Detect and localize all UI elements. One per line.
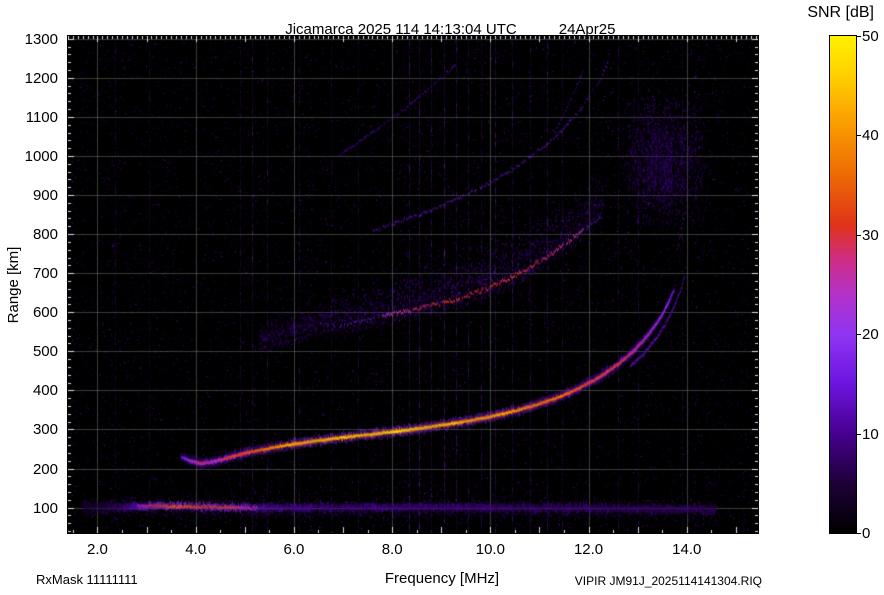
x-tick-label: 4.0	[185, 541, 207, 558]
colorbar-title: SNR [dB]	[807, 4, 874, 21]
colorbar-tick-mark	[857, 36, 861, 37]
y-tick-label: 1100	[25, 108, 58, 126]
x-tick-label: 12.0	[573, 541, 604, 558]
y-tick-label: 700	[32, 265, 58, 283]
y-tick-label: 500	[32, 343, 58, 361]
x-tick-label: 14.0	[672, 541, 702, 558]
plot-date: 24Apr25	[558, 21, 616, 38]
plot-title: Jicamarca 2025 114 14:13:04 UTC	[285, 21, 517, 38]
file-name-label: VIPIR JM91J_2025114141304.RIQ	[574, 574, 762, 588]
colorbar-tick-mark	[857, 235, 861, 236]
x-tick-label: 8.0	[381, 541, 403, 558]
x-axis-label: Frequency [MHz]	[384, 570, 500, 587]
y-tick-label: 300	[32, 421, 58, 439]
y-tick-label: 1200	[24, 69, 58, 87]
colorbar-tick-mark	[857, 533, 861, 534]
y-tick-label: 1300	[24, 30, 58, 48]
y-tick-label: 200	[32, 460, 58, 478]
y-tick-label: 400	[32, 382, 58, 400]
colorbar-tick-mark	[857, 135, 861, 136]
colorbar-tick-label: 10	[862, 425, 879, 443]
colorbar-tick-mark	[857, 334, 861, 335]
x-tick-label: 2.0	[87, 541, 108, 558]
y-tick-label: 600	[32, 304, 58, 322]
colorbar-tick-mark	[857, 434, 861, 435]
ionogram-canvas	[68, 36, 758, 533]
y-tick-label: 1000	[24, 147, 58, 165]
colorbar-tick-label: 40	[862, 127, 879, 145]
y-tick-label: 100	[32, 499, 58, 517]
colorbar-tick-label: 20	[862, 326, 879, 344]
colorbar-tick-label: 0	[862, 525, 871, 542]
y-tick-label: 900	[32, 187, 58, 205]
colorbar-tick-label: 30	[862, 226, 879, 244]
plot-area	[67, 35, 759, 534]
x-tick-label: 6.0	[283, 541, 305, 558]
colorbar-tick-label: 50	[862, 28, 879, 45]
title-row: Jicamarca 2025 114 14:13:04 UTC 24Apr25	[0, 4, 884, 55]
colorbar-gradient	[830, 36, 856, 533]
y-tick-label: 800	[32, 226, 58, 244]
rx-mask-label: RxMask 11111111	[36, 572, 138, 587]
colorbar	[829, 35, 857, 534]
x-tick-label: 10.0	[475, 541, 505, 558]
